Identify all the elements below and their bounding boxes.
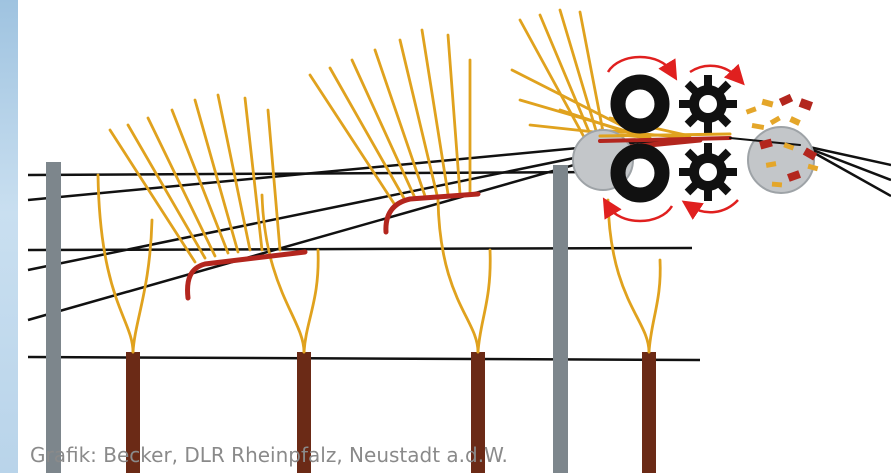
figure-credit: Grafik: Becker, DLR Rheinpfalz, Neustadt… [30, 443, 508, 467]
wire-middle [27, 246, 693, 252]
cane [216, 93, 252, 252]
rotation-arrow-icon [602, 197, 674, 223]
trunk-4 [642, 352, 656, 473]
cane [446, 33, 462, 196]
wire-pulled-1 [27, 138, 663, 202]
trellis-posts [46, 162, 568, 473]
cane [243, 96, 264, 252]
cane-stem [131, 218, 154, 354]
cane [350, 58, 417, 200]
post-right [553, 165, 568, 473]
cane [146, 116, 217, 258]
roller-icon [610, 143, 670, 203]
cutting-gears [679, 75, 737, 201]
chip [778, 93, 794, 107]
cordon-arm-2 [383, 191, 481, 235]
chip [789, 116, 801, 126]
chip [786, 170, 802, 182]
trunk-3 [471, 352, 485, 473]
stream-line [598, 136, 732, 143]
gear-icon [679, 75, 737, 133]
chip [771, 181, 783, 188]
cane [328, 66, 407, 202]
cane [108, 128, 197, 264]
cane-stem [647, 258, 662, 354]
cane [308, 73, 397, 207]
cane-stem [302, 248, 320, 354]
cane [126, 123, 207, 260]
rotation-arrow-icon [681, 199, 739, 220]
cane [398, 38, 439, 197]
chip [761, 98, 774, 108]
cane [420, 28, 450, 196]
rotation-arrow-icon [606, 55, 678, 81]
cane [578, 10, 607, 144]
cane [373, 48, 427, 198]
vine-trunks [126, 352, 656, 473]
chopped-chips [745, 93, 819, 188]
trunk-1 [126, 352, 140, 473]
wire-pulled-2 [27, 138, 663, 272]
gear-icon [679, 143, 737, 201]
wire-exit-1 [799, 143, 891, 167]
cane-stem [476, 248, 492, 354]
chip [802, 147, 818, 161]
trellis-wires [27, 138, 891, 362]
left-edge-background [0, 0, 18, 473]
rotation-arrow-icon [689, 63, 745, 86]
chip [798, 98, 814, 111]
post-left [46, 162, 61, 473]
cane-stem [436, 198, 480, 354]
black-rollers [610, 74, 670, 203]
chip [759, 138, 773, 150]
wire-exit-2 [799, 143, 891, 182]
rotation-arrows [602, 55, 745, 223]
cane [518, 18, 592, 150]
cane [193, 98, 240, 254]
chip [807, 163, 819, 172]
roller-icon [610, 74, 670, 134]
cane-stem [96, 173, 135, 354]
trunk-2 [297, 352, 311, 473]
cordon-arm-1 [185, 249, 308, 301]
chip [765, 161, 777, 168]
chip [783, 142, 795, 151]
chip [745, 106, 757, 115]
cane [266, 108, 282, 252]
cane-stem [260, 193, 306, 354]
stream-line [598, 132, 732, 138]
chip [751, 122, 765, 130]
cane-stem [606, 198, 651, 354]
chip [769, 115, 781, 126]
cane [538, 13, 597, 148]
cane [170, 108, 230, 255]
